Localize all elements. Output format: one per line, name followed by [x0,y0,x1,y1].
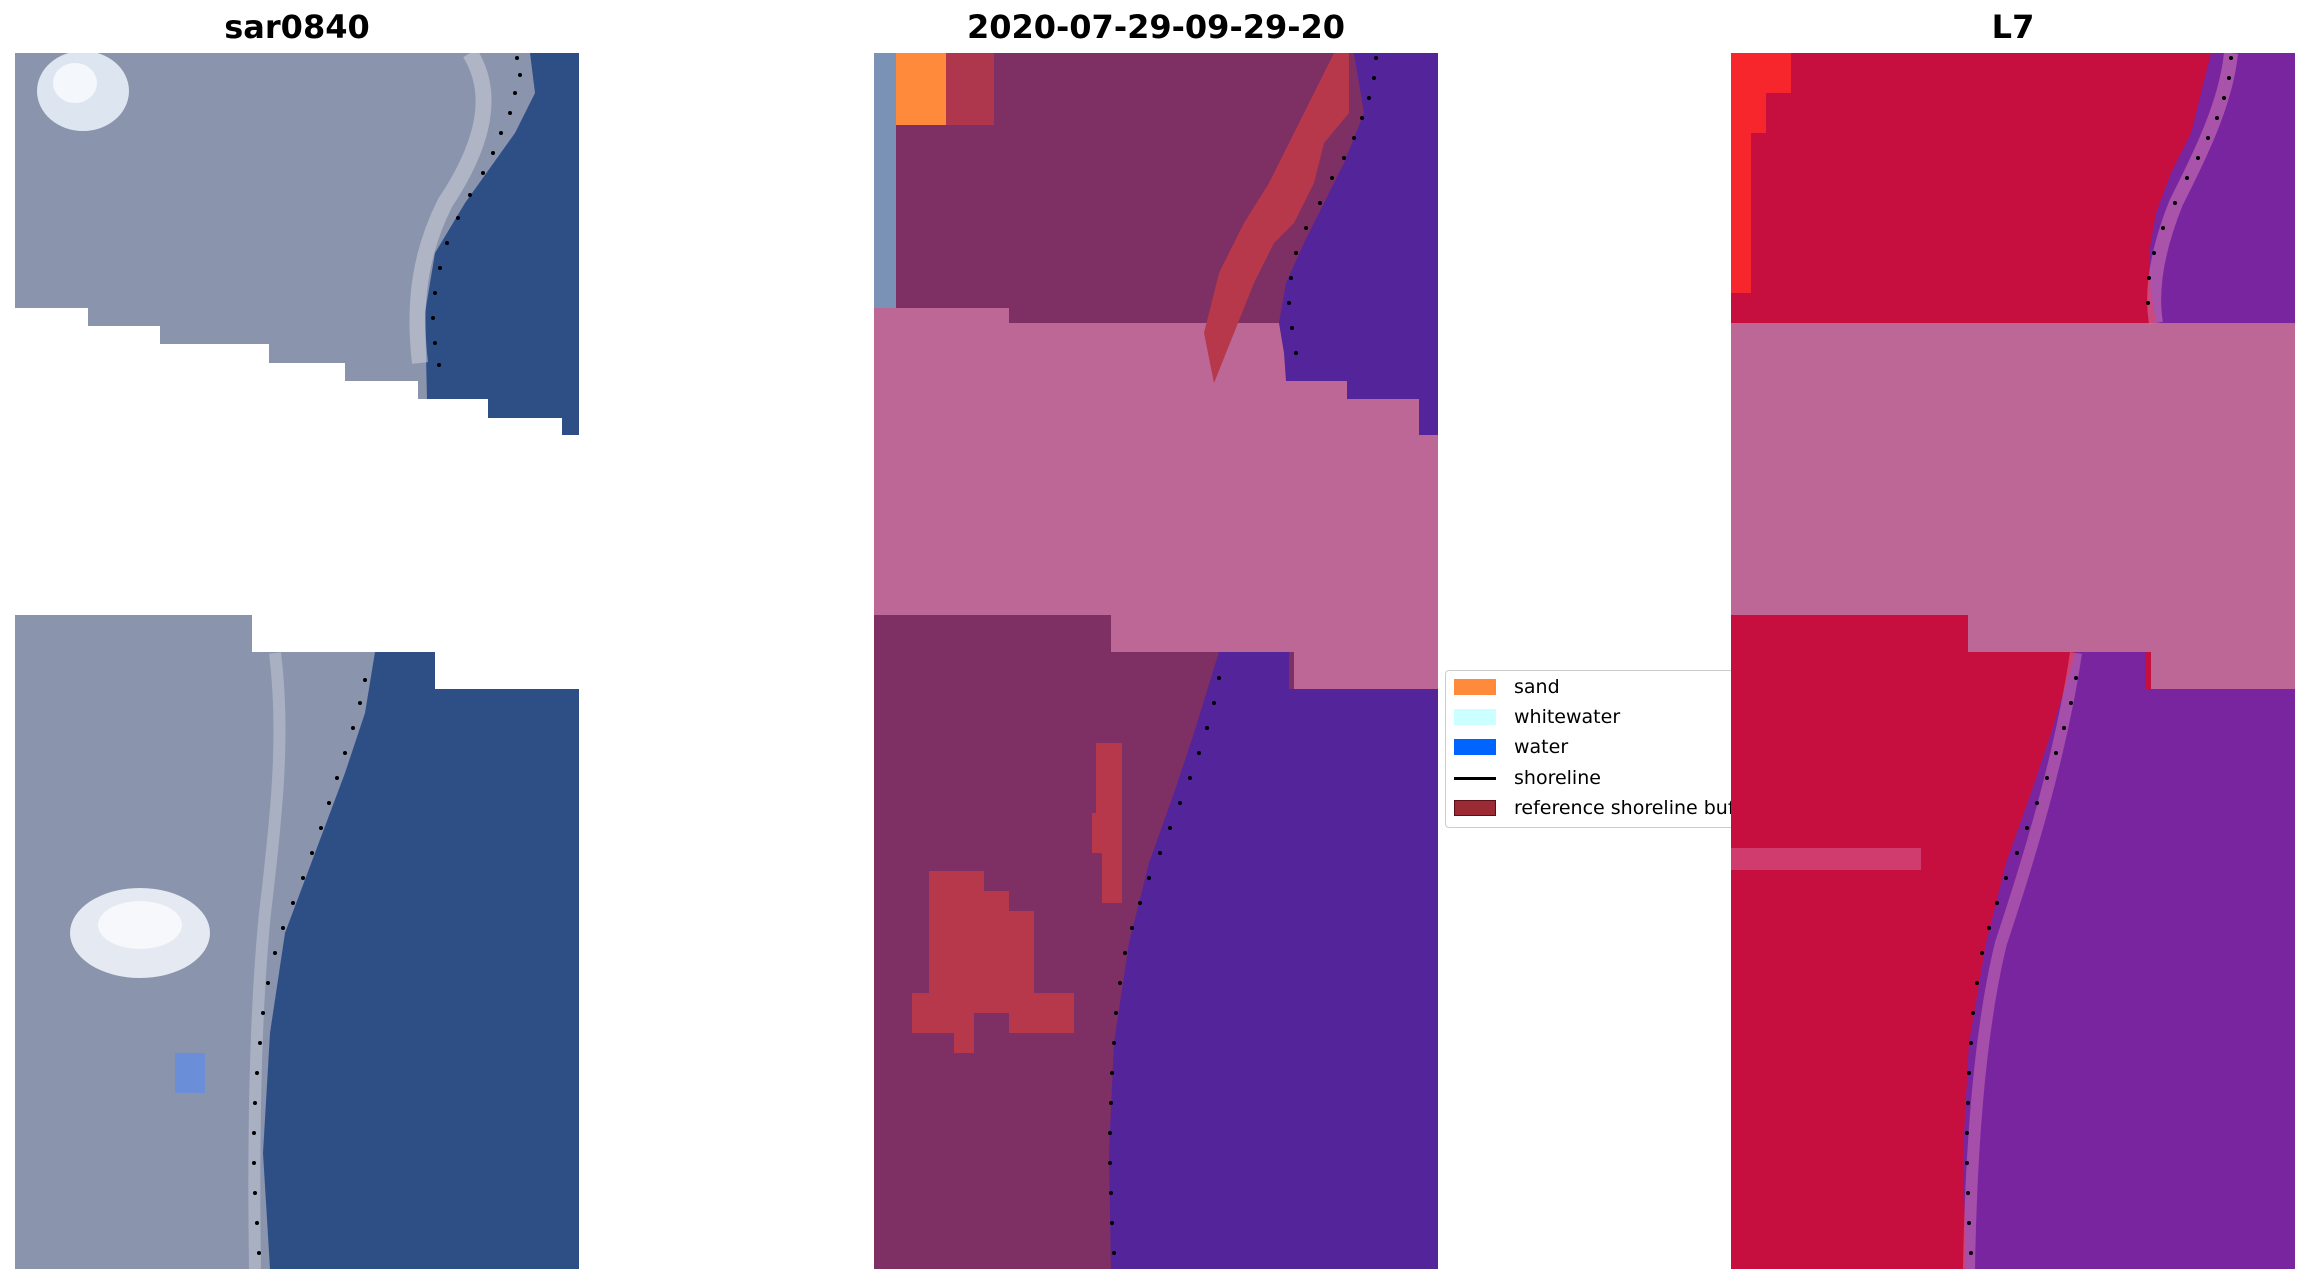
classified-bottom [874,615,1438,1269]
reference-buffer-swatch [1454,800,1496,816]
legend-label-whitewater: whitewater [1514,706,1621,728]
rgb-image-bottom [15,615,579,1269]
shoreline-dots-l7 [1965,56,2233,1255]
shoreline-line-swatch [1454,776,1496,780]
legend-label-water: water [1514,736,1569,758]
panel-title-rgb: sar0840 [224,8,370,46]
shoreline-dots-classification [1108,56,1378,1255]
legend: sand whitewater water shoreline referenc… [1445,670,1735,828]
rgb-image-panel [15,53,579,1269]
legend-label-shoreline: shoreline [1514,767,1601,789]
whitewater-swatch [1454,709,1496,725]
legend-item-shoreline: shoreline [1454,766,1601,790]
l7-image-top [1731,53,2295,325]
legend-item-reference-buffer: reference shoreline buffer [1454,796,1735,820]
legend-item-water: water [1454,735,1568,759]
water-swatch [1454,739,1496,755]
legend-item-whitewater: whitewater [1454,705,1620,729]
l7-image-panel [1731,53,2295,1269]
sand-swatch [1454,679,1496,695]
legend-item-sand: sand [1454,675,1560,699]
classification-panel [874,53,1438,1269]
legend-label-reference-buffer: reference shoreline buffer [1514,797,1735,819]
l7-image-bottom [1731,615,2295,1269]
classified-top [874,53,1438,435]
shoreline-dots-rgb [252,56,522,1255]
legend-label-sand: sand [1514,676,1560,698]
rgb-image-top [15,53,579,435]
panel-title-nir: L7 [1991,8,2035,46]
panel-title-classification: 2020-07-29-09-29-20 [966,8,1346,46]
